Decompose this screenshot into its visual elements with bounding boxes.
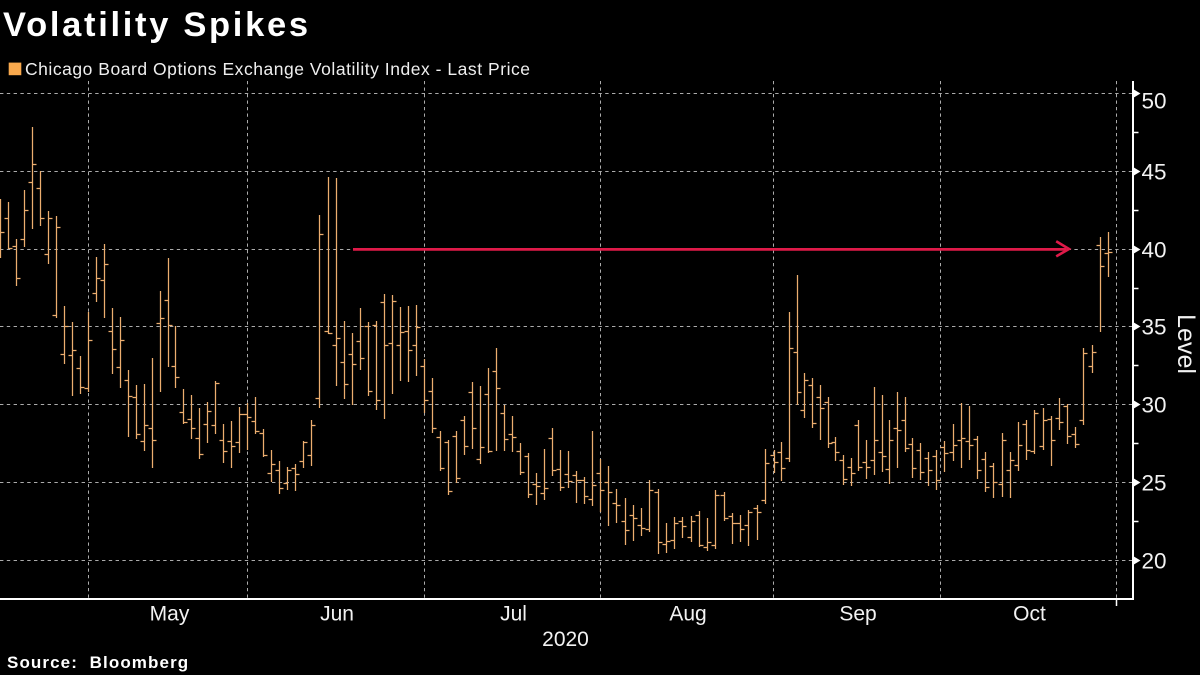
svg-text:20: 20 — [1142, 549, 1167, 574]
svg-text:Aug: Aug — [669, 603, 706, 626]
svg-text:May: May — [150, 603, 190, 626]
svg-text:Volatility Spikes: Volatility Spikes — [3, 6, 308, 44]
svg-text:Jul: Jul — [500, 603, 527, 626]
svg-text:Source: Bloomberg: Source: Bloomberg — [7, 653, 189, 672]
svg-text:Oct: Oct — [1013, 603, 1046, 626]
svg-text:30: 30 — [1142, 393, 1167, 418]
svg-text:2020: 2020 — [542, 628, 589, 651]
svg-text:Sep: Sep — [839, 603, 876, 626]
svg-text:35: 35 — [1142, 315, 1167, 340]
svg-text:40: 40 — [1142, 238, 1167, 263]
svg-text:Jun: Jun — [320, 603, 354, 626]
svg-text:45: 45 — [1142, 160, 1167, 185]
svg-text:Level: Level — [1172, 314, 1200, 374]
svg-text:25: 25 — [1142, 471, 1167, 496]
svg-text:50: 50 — [1142, 89, 1167, 114]
svg-text:Chicago Board Options Exchange: Chicago Board Options Exchange Volatilit… — [25, 59, 530, 79]
